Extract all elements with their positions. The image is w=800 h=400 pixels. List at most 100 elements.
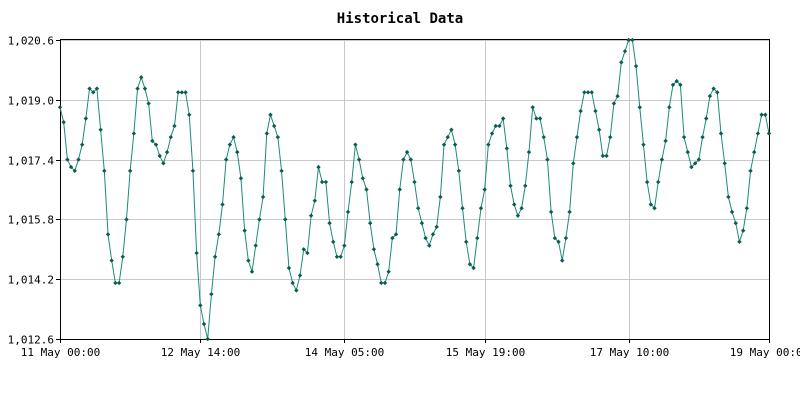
data-point xyxy=(674,78,679,84)
data-point xyxy=(175,90,181,95)
data-point xyxy=(194,250,199,256)
data-point xyxy=(331,239,336,245)
data-point xyxy=(242,228,247,233)
data-point xyxy=(585,90,591,95)
data-point xyxy=(264,131,269,136)
data-point xyxy=(397,187,402,192)
data-point xyxy=(116,280,122,286)
data-point xyxy=(478,205,484,211)
data-point xyxy=(523,183,528,188)
x-tick-label: 15 May 19:00 xyxy=(446,346,525,359)
data-point xyxy=(375,262,380,267)
data-point xyxy=(593,108,598,114)
data-point xyxy=(275,134,281,140)
data-point xyxy=(604,153,609,159)
data-point xyxy=(316,164,321,170)
data-point xyxy=(486,142,491,147)
data-point xyxy=(434,224,439,230)
data-point xyxy=(294,288,299,293)
data-point xyxy=(312,198,317,203)
data-point xyxy=(120,254,125,259)
data-point xyxy=(519,205,524,211)
data-point xyxy=(641,142,646,147)
data-point xyxy=(98,127,103,132)
data-point xyxy=(637,105,642,110)
data-point xyxy=(689,164,694,170)
data-point xyxy=(286,265,292,271)
data-point xyxy=(456,168,462,174)
data-point xyxy=(231,134,236,140)
data-point xyxy=(415,205,421,211)
data-point xyxy=(382,280,388,286)
y-tick-label: 1,012.6 xyxy=(8,334,54,347)
data-point xyxy=(615,93,620,99)
data-point xyxy=(644,179,650,185)
data-point xyxy=(283,217,288,222)
data-point xyxy=(545,157,550,162)
data-point xyxy=(209,291,214,297)
y-axis: 1,012.6 1,014.2 1,015.8 1,017.4 1,019.0 1,020… xyxy=(8,35,60,347)
data-point xyxy=(105,232,111,237)
data-point xyxy=(124,217,129,222)
data-point xyxy=(733,220,738,226)
data-point xyxy=(763,112,768,117)
data-point xyxy=(704,116,709,121)
data-point xyxy=(578,108,583,114)
data-point xyxy=(441,142,447,147)
data-point xyxy=(622,49,628,54)
data-point xyxy=(611,101,617,106)
data-point xyxy=(91,90,96,95)
data-point xyxy=(190,168,196,174)
data-point xyxy=(526,149,532,155)
data-point xyxy=(386,269,391,274)
data-point xyxy=(567,209,572,215)
data-point xyxy=(718,131,724,136)
data-point xyxy=(445,134,450,140)
data-point xyxy=(76,157,81,162)
data-point xyxy=(449,127,454,132)
data-point xyxy=(482,187,487,192)
data-point xyxy=(360,176,366,181)
data-point xyxy=(349,179,354,185)
data-point xyxy=(748,168,753,174)
data-point xyxy=(371,247,377,252)
data-point xyxy=(497,123,502,129)
data-point xyxy=(508,183,513,188)
data-point xyxy=(260,194,266,200)
x-tick-label: 19 May 00:00 xyxy=(730,346,800,359)
data-point xyxy=(198,303,203,308)
data-point xyxy=(183,90,188,95)
chart-title: Historical Data xyxy=(337,11,463,27)
data-point xyxy=(493,123,498,129)
data-point xyxy=(319,179,325,185)
data-point xyxy=(692,161,698,166)
data-point xyxy=(722,161,727,166)
data-point xyxy=(139,75,144,80)
data-point xyxy=(408,157,414,162)
data-point xyxy=(342,243,347,248)
data-point xyxy=(630,37,635,43)
data-point xyxy=(475,235,480,241)
data-point xyxy=(726,194,731,200)
data-point xyxy=(648,202,654,207)
data-point xyxy=(715,90,720,95)
data-point xyxy=(500,116,506,121)
data-point xyxy=(574,134,580,140)
data-point xyxy=(530,105,535,110)
data-point xyxy=(301,247,306,252)
data-point xyxy=(729,209,735,215)
data-point xyxy=(681,134,687,140)
data-point xyxy=(334,254,340,259)
x-tick-label: 11 May 00:00 xyxy=(21,346,100,359)
data-point xyxy=(755,131,761,136)
data-point xyxy=(460,205,465,211)
data-point xyxy=(467,262,473,267)
data-point xyxy=(102,168,107,174)
data-point xyxy=(552,235,558,241)
data-point xyxy=(401,157,406,162)
data-point xyxy=(752,149,757,155)
data-point xyxy=(168,134,173,140)
data-point xyxy=(72,168,77,174)
data-point xyxy=(279,168,284,174)
data-point xyxy=(633,63,639,69)
